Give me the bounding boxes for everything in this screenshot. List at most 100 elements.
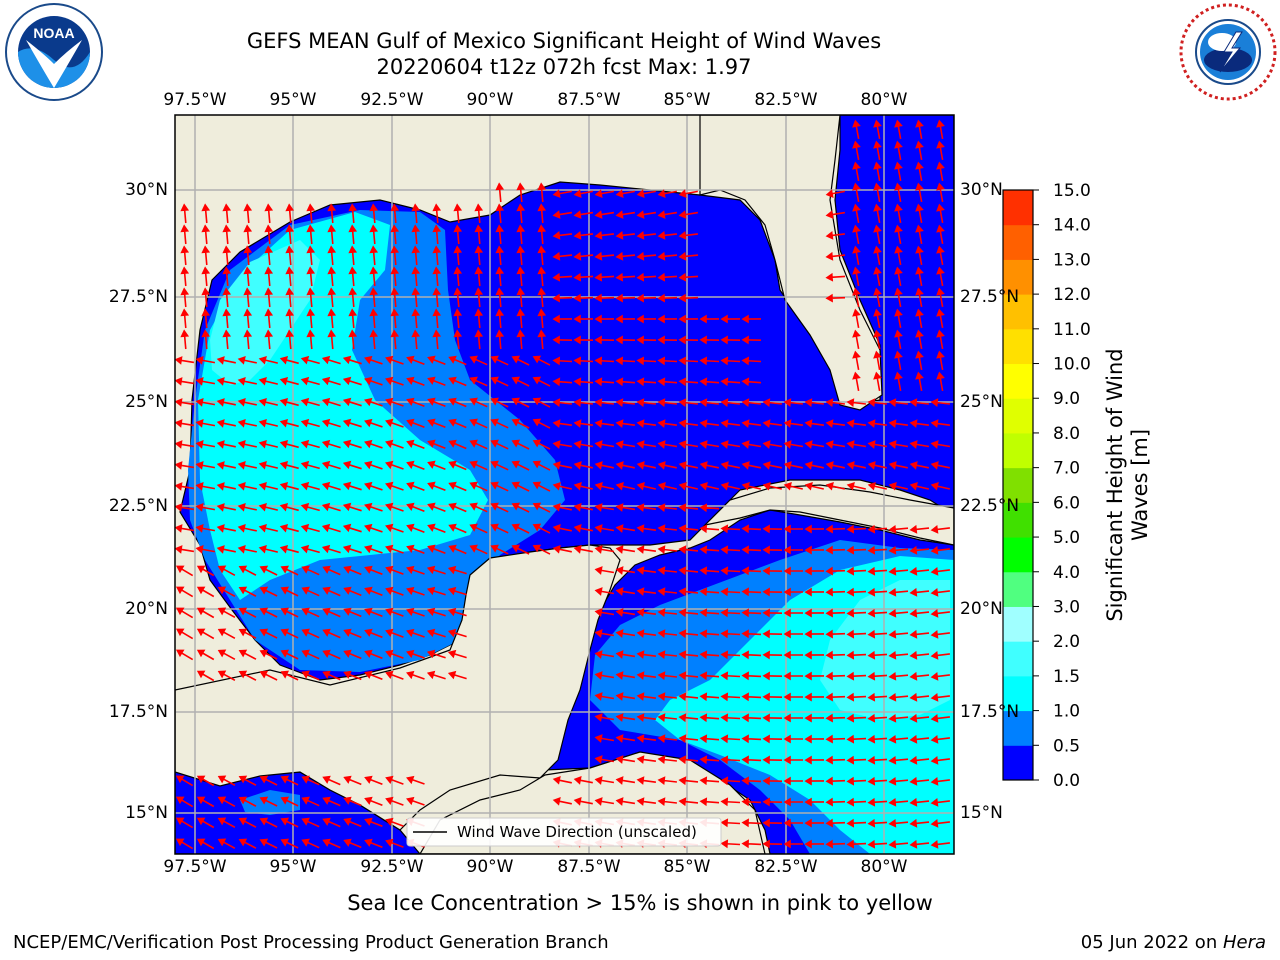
- wave-direction-arrow: [369, 203, 379, 224]
- wave-direction-arrow: [888, 524, 909, 534]
- wave-direction-arrow: [321, 460, 341, 470]
- wave-direction-arrow: [300, 376, 320, 386]
- wave-direction-arrow: [573, 314, 594, 324]
- wave-direction-arrow: [532, 481, 551, 492]
- wave-direction-arrow: [741, 629, 762, 639]
- wave-direction-arrow: [285, 245, 295, 266]
- wave-direction-arrow: [699, 524, 720, 534]
- wave-direction-arrow: [825, 587, 846, 597]
- wave-direction-arrow: [720, 545, 741, 555]
- wave-direction-arrow: [469, 397, 488, 408]
- wave-direction-arrow: [552, 335, 573, 345]
- wave-direction-arrow: [852, 182, 861, 203]
- lat-tick-label: 27.5°N: [960, 287, 1020, 307]
- wave-direction-arrow: [175, 461, 195, 470]
- wave-direction-arrow: [342, 418, 362, 428]
- wave-direction-arrow: [867, 797, 888, 807]
- wave-direction-arrow: [636, 210, 657, 219]
- wave-direction-arrow: [385, 481, 404, 491]
- nws-logo: [1179, 3, 1277, 101]
- wave-direction-arrow: [321, 502, 341, 512]
- wave-direction-arrow: [930, 587, 950, 597]
- wave-direction-arrow: [238, 586, 257, 597]
- wave-direction-arrow: [720, 461, 740, 470]
- colorbar-swatch: [1003, 190, 1033, 226]
- lat-tick-label: 25°N: [125, 392, 168, 412]
- wave-direction-arrow: [699, 650, 720, 660]
- wave-direction-arrow: [888, 671, 909, 681]
- wave-direction-arrow: [364, 397, 383, 407]
- wave-direction-arrow: [406, 502, 425, 512]
- wave-direction-arrow: [678, 608, 699, 618]
- wave-direction-arrow: [180, 266, 190, 287]
- wave-direction-arrow: [385, 544, 404, 554]
- wave-direction-arrow: [825, 251, 846, 261]
- wave-direction-arrow: [852, 203, 861, 224]
- wave-direction-arrow: [175, 565, 194, 577]
- wave-direction-arrow: [222, 329, 232, 350]
- wave-direction-arrow: [741, 335, 762, 345]
- colorbar-tick-label: 6.0: [1053, 493, 1080, 513]
- wave-direction-arrow: [195, 398, 216, 407]
- wave-direction-arrow: [657, 713, 677, 722]
- wave-direction-arrow: [930, 482, 950, 491]
- wave-direction-arrow: [720, 734, 741, 744]
- colorbar-tick-label: 13.0: [1053, 250, 1091, 270]
- wave-direction-arrow: [657, 189, 677, 198]
- wave-direction-arrow: [448, 418, 467, 429]
- wave-direction-arrow: [385, 418, 404, 428]
- wave-direction-arrow: [930, 734, 950, 744]
- wave-direction-arrow: [195, 356, 216, 365]
- wave-direction-arrow: [720, 839, 741, 849]
- wave-direction-arrow: [411, 203, 421, 224]
- wave-direction-arrow: [783, 440, 804, 449]
- wave-direction-arrow: [825, 524, 846, 534]
- wave-direction-arrow: [915, 182, 924, 203]
- wave-direction-arrow: [699, 713, 720, 723]
- wave-direction-arrow: [175, 796, 194, 808]
- wave-direction-arrow: [825, 713, 846, 723]
- wave-direction-arrow: [825, 419, 846, 428]
- wave-direction-arrow: [285, 203, 295, 224]
- wave-direction-arrow: [762, 545, 783, 555]
- wave-direction-arrow: [894, 371, 903, 392]
- wave-direction-arrow: [532, 544, 551, 555]
- wave-direction-arrow: [615, 440, 636, 449]
- wave-direction-arrow: [427, 481, 446, 492]
- wave-direction-arrow: [195, 461, 216, 470]
- wave-direction-arrow: [741, 419, 762, 428]
- wave-direction-arrow: [894, 245, 903, 266]
- wave-direction-arrow: [259, 817, 278, 828]
- wave-direction-arrow: [594, 461, 614, 470]
- wave-direction-arrow: [238, 565, 257, 576]
- wave-direction-arrow: [490, 502, 509, 513]
- wave-direction-arrow: [930, 776, 950, 786]
- wave-direction-arrow: [657, 230, 677, 240]
- wave-direction-arrow: [495, 329, 505, 350]
- wave-direction-arrow: [720, 356, 741, 366]
- wave-direction-arrow: [915, 140, 924, 161]
- wave-direction-arrow: [783, 566, 803, 576]
- wave-direction-arrow: [306, 266, 316, 287]
- wave-direction-arrow: [306, 329, 316, 350]
- wave-direction-arrow: [175, 503, 195, 512]
- wave-direction-arrow: [259, 607, 278, 618]
- wave-direction-arrow: [615, 671, 636, 680]
- wave-direction-arrow: [279, 397, 299, 407]
- wave-direction-arrow: [432, 287, 442, 308]
- colorbar-tick-label: 0.5: [1053, 736, 1080, 756]
- wave-direction-arrow: [385, 628, 404, 638]
- wave-direction-arrow: [348, 287, 358, 308]
- wave-direction-arrow: [201, 329, 211, 350]
- wave-direction-arrow: [280, 775, 299, 786]
- wave-direction-arrow: [343, 775, 362, 786]
- wave-direction-arrow: [699, 797, 720, 807]
- wave-direction-arrow: [321, 481, 341, 491]
- wave-direction-arrow: [343, 586, 362, 597]
- wave-direction-arrow: [846, 650, 867, 660]
- wave-direction-arrow: [490, 481, 509, 492]
- wave-direction-arrow: [936, 161, 945, 182]
- wave-direction-arrow: [636, 189, 656, 198]
- wave-direction-arrow: [846, 440, 867, 449]
- wave-direction-arrow: [259, 586, 278, 597]
